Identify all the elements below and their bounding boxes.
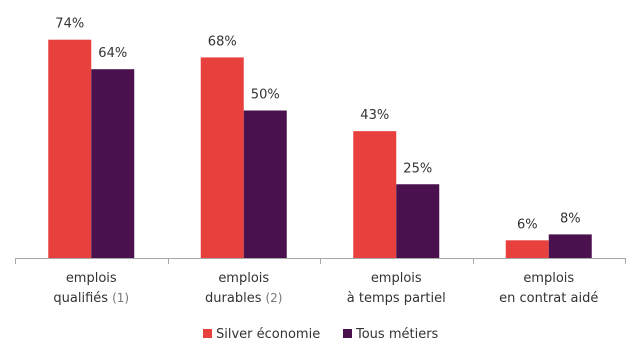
category-label-line2: en contrat aidé <box>499 291 598 306</box>
legend-swatch-silver-economie <box>203 329 212 338</box>
legend-label-silver-economie: Silver économie <box>216 327 320 342</box>
category-labels: emplois qualifiés (1) emplois durables (2) emp… <box>53 271 598 306</box>
legend-swatch-tous-metiers <box>343 329 352 338</box>
category-label-line2: à temps partiel <box>347 291 446 306</box>
legend-label-tous-metiers: Tous métiers <box>355 327 439 342</box>
bar-tous-metiers <box>548 234 592 258</box>
data-label: 25% <box>403 161 432 176</box>
bar-tous-metiers <box>91 69 135 258</box>
data-label: 43% <box>360 108 389 123</box>
bar-silver-economie <box>353 131 397 258</box>
category-label-text: durables <box>205 291 262 306</box>
category-label-line2: durables (2) <box>205 291 282 306</box>
data-label: 64% <box>98 46 127 61</box>
data-label: 68% <box>208 34 237 49</box>
bar-tous-metiers <box>243 110 287 258</box>
category-footnote: (1) <box>112 291 129 305</box>
bar-silver-economie <box>505 240 549 258</box>
data-label: 8% <box>560 211 581 226</box>
category-label-line1: emplois <box>523 271 574 286</box>
category-label-text: en contrat aidé <box>499 291 598 306</box>
legend: Silver économie Tous métiers <box>203 327 439 342</box>
bar-tous-metiers <box>396 184 440 258</box>
data-label: 6% <box>517 217 538 232</box>
data-label: 74% <box>55 17 84 32</box>
x-axis-ticks <box>15 258 626 264</box>
data-label: 50% <box>251 88 280 103</box>
category-label-line1: emplois <box>218 271 269 286</box>
category-label-text: à temps partiel <box>347 291 446 306</box>
category-label-line1: emplois <box>66 271 117 286</box>
category-label-line2: qualifiés (1) <box>53 291 129 306</box>
category-label-line1: emplois <box>371 271 422 286</box>
bar-silver-economie <box>200 57 244 259</box>
bar-silver-economie <box>48 39 92 259</box>
bars-layer: 74% 64% 68% 50% 43% 25% 6% 8% <box>48 17 592 259</box>
category-label-text: qualifiés <box>53 291 108 306</box>
category-footnote: (2) <box>265 291 282 305</box>
